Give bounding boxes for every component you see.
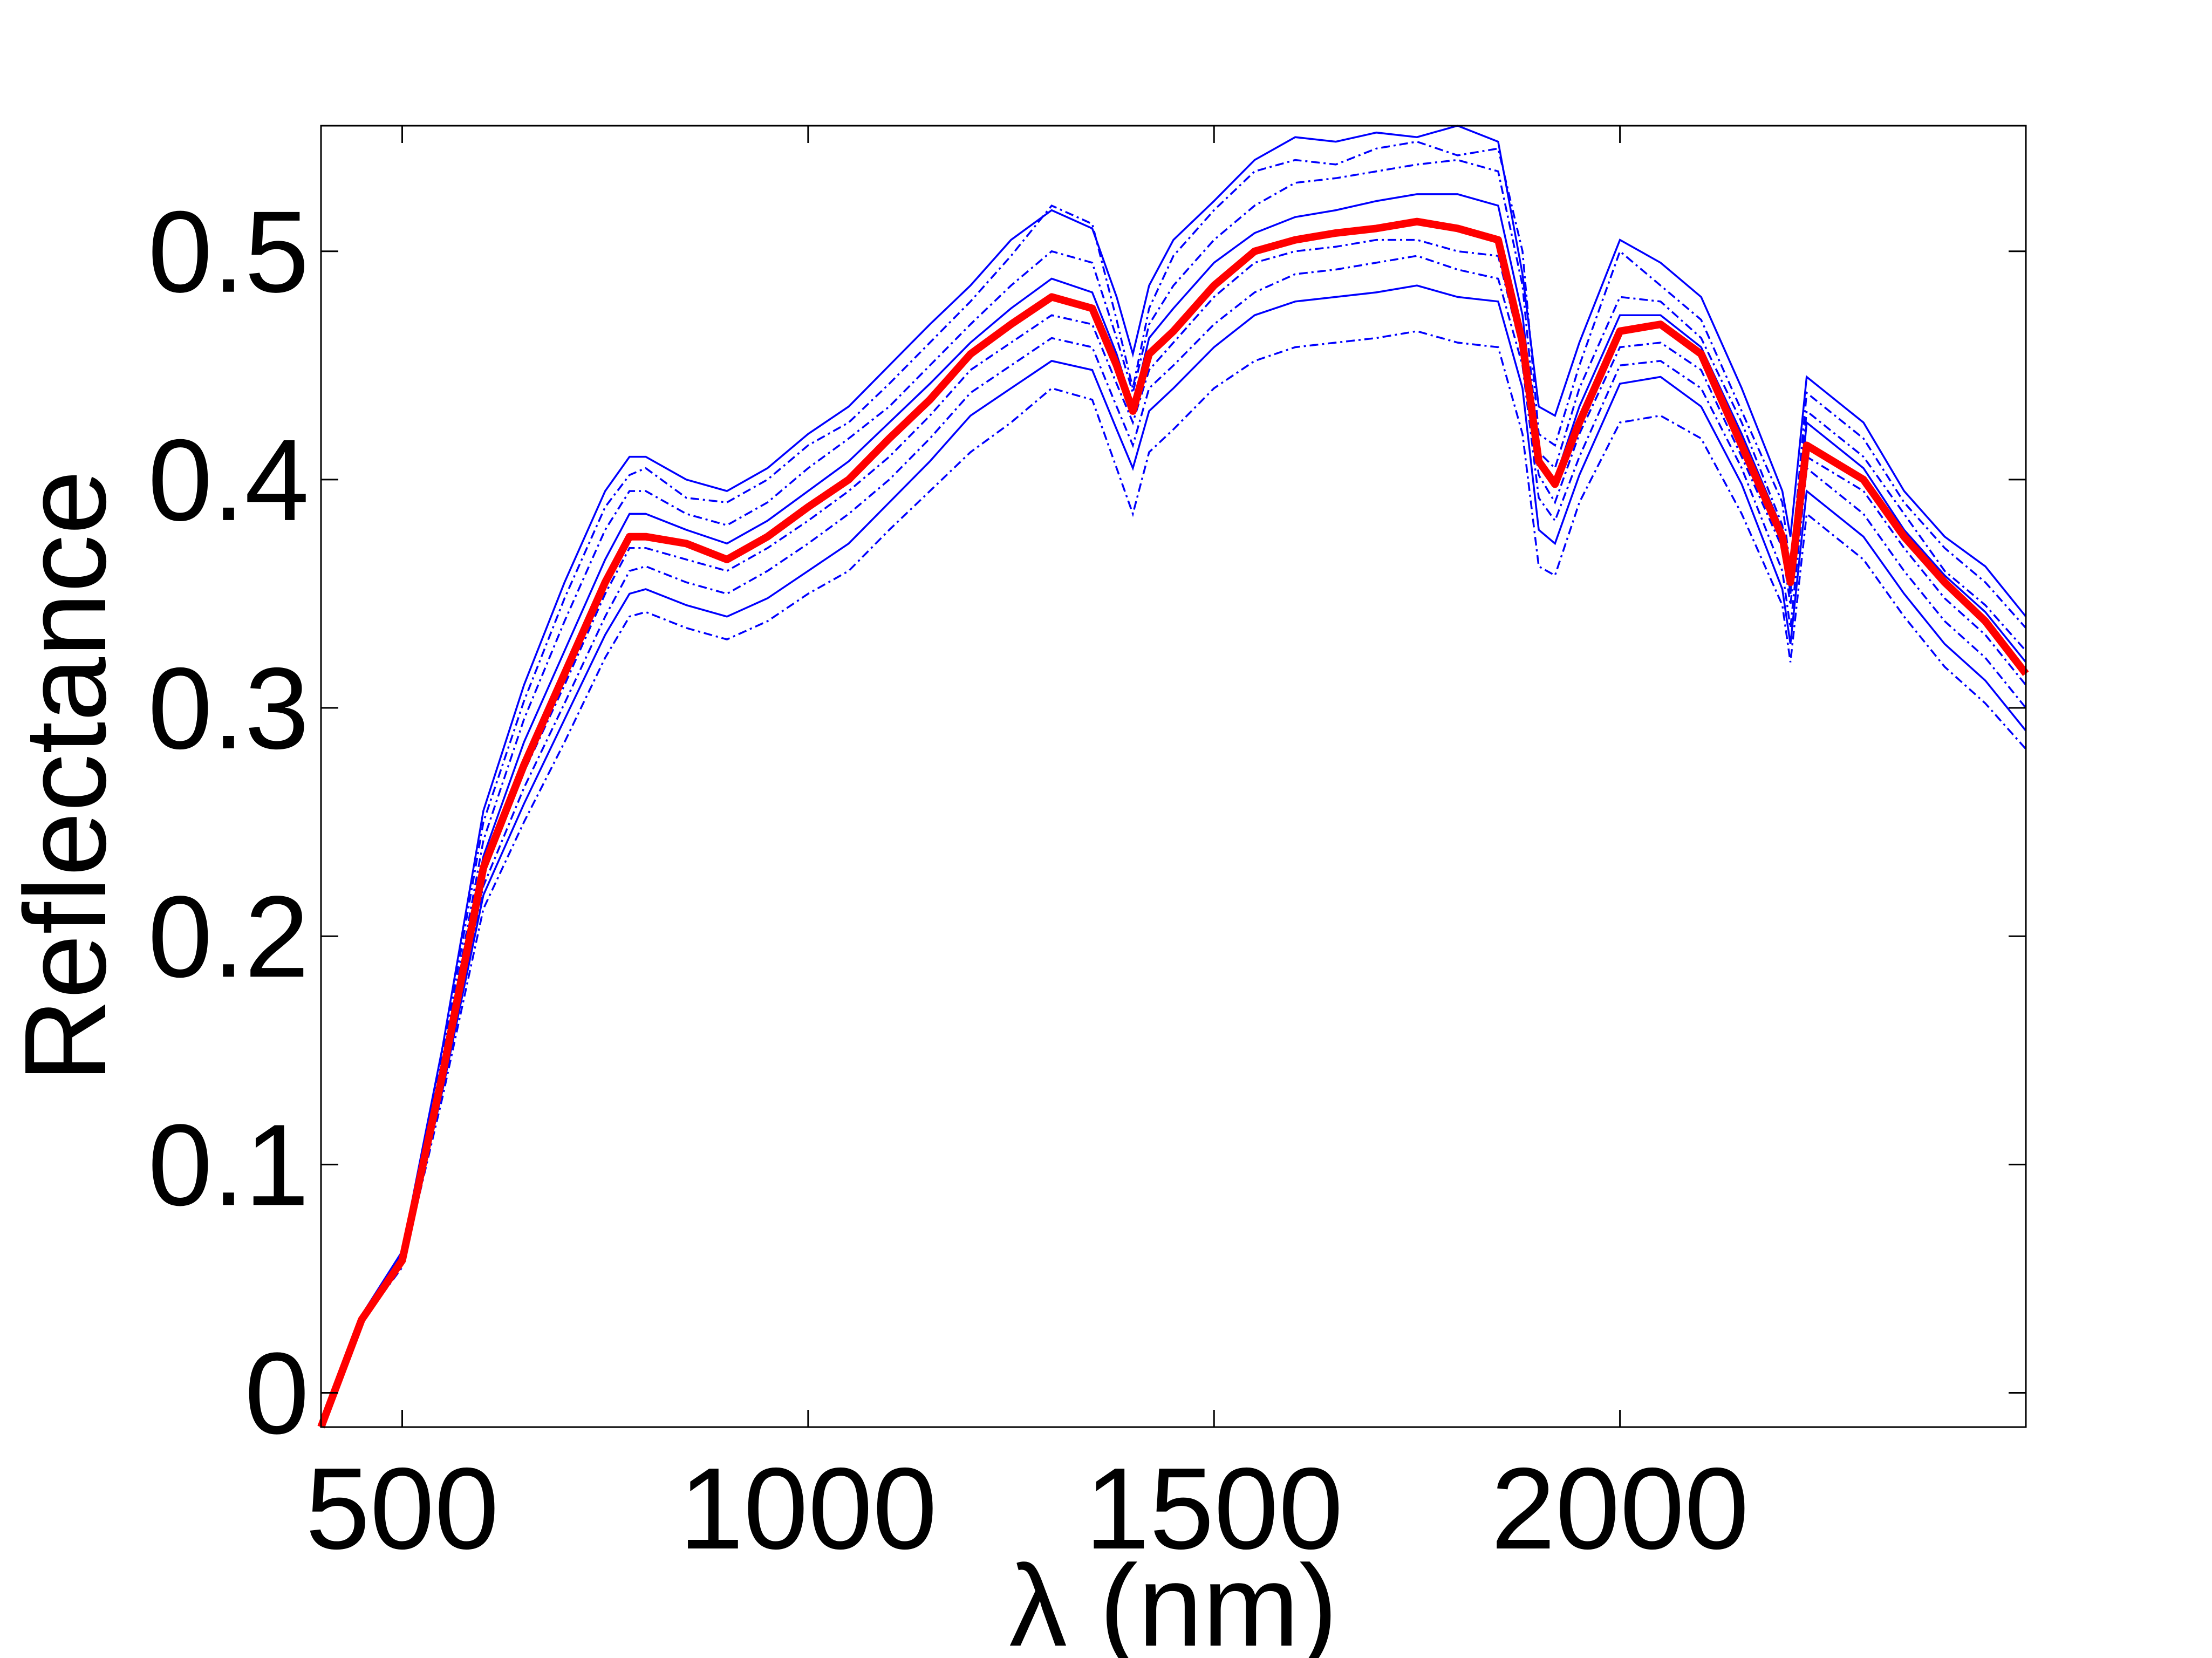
sample-series-line xyxy=(320,330,2027,1428)
x-tick-label: 2000 xyxy=(1491,1443,1749,1573)
sample-series-line xyxy=(320,159,2027,1428)
sample-series-line xyxy=(320,284,2027,1428)
sample-series-line xyxy=(320,193,2027,1428)
sample-series-group xyxy=(320,125,2027,1428)
x-axis-ticks: 500 1000 1500 2000 xyxy=(305,126,1749,1573)
y-tick-label: 0.5 xyxy=(148,187,309,317)
sample-series-line xyxy=(320,125,2027,1428)
y-tick-label: 0.2 xyxy=(148,871,309,1001)
sample-series-line xyxy=(320,140,2027,1428)
y-tick-label: 0.4 xyxy=(148,415,309,545)
x-axis-title: λ (nm) xyxy=(1009,1540,1337,1658)
y-tick-label: 0 xyxy=(244,1328,309,1458)
mean-series-line xyxy=(317,217,2029,1429)
axes-frame xyxy=(320,125,2027,1428)
y-axis-ticks: 0 0.1 0.2 0.3 0.4 0.5 xyxy=(148,187,2026,1458)
sample-series-line xyxy=(320,255,2027,1428)
plot-frame xyxy=(320,125,2027,1428)
mean-series-group xyxy=(317,217,2029,1429)
sample-series-line xyxy=(320,238,2027,1428)
y-tick-label: 0.3 xyxy=(148,643,309,773)
y-axis-title: Reflectance xyxy=(0,470,130,1082)
y-tick-label: 0.1 xyxy=(148,1100,309,1230)
x-tick-label: 1500 xyxy=(1085,1443,1343,1573)
x-tick-label: 500 xyxy=(305,1443,499,1573)
x-tick-label: 1000 xyxy=(679,1443,937,1573)
